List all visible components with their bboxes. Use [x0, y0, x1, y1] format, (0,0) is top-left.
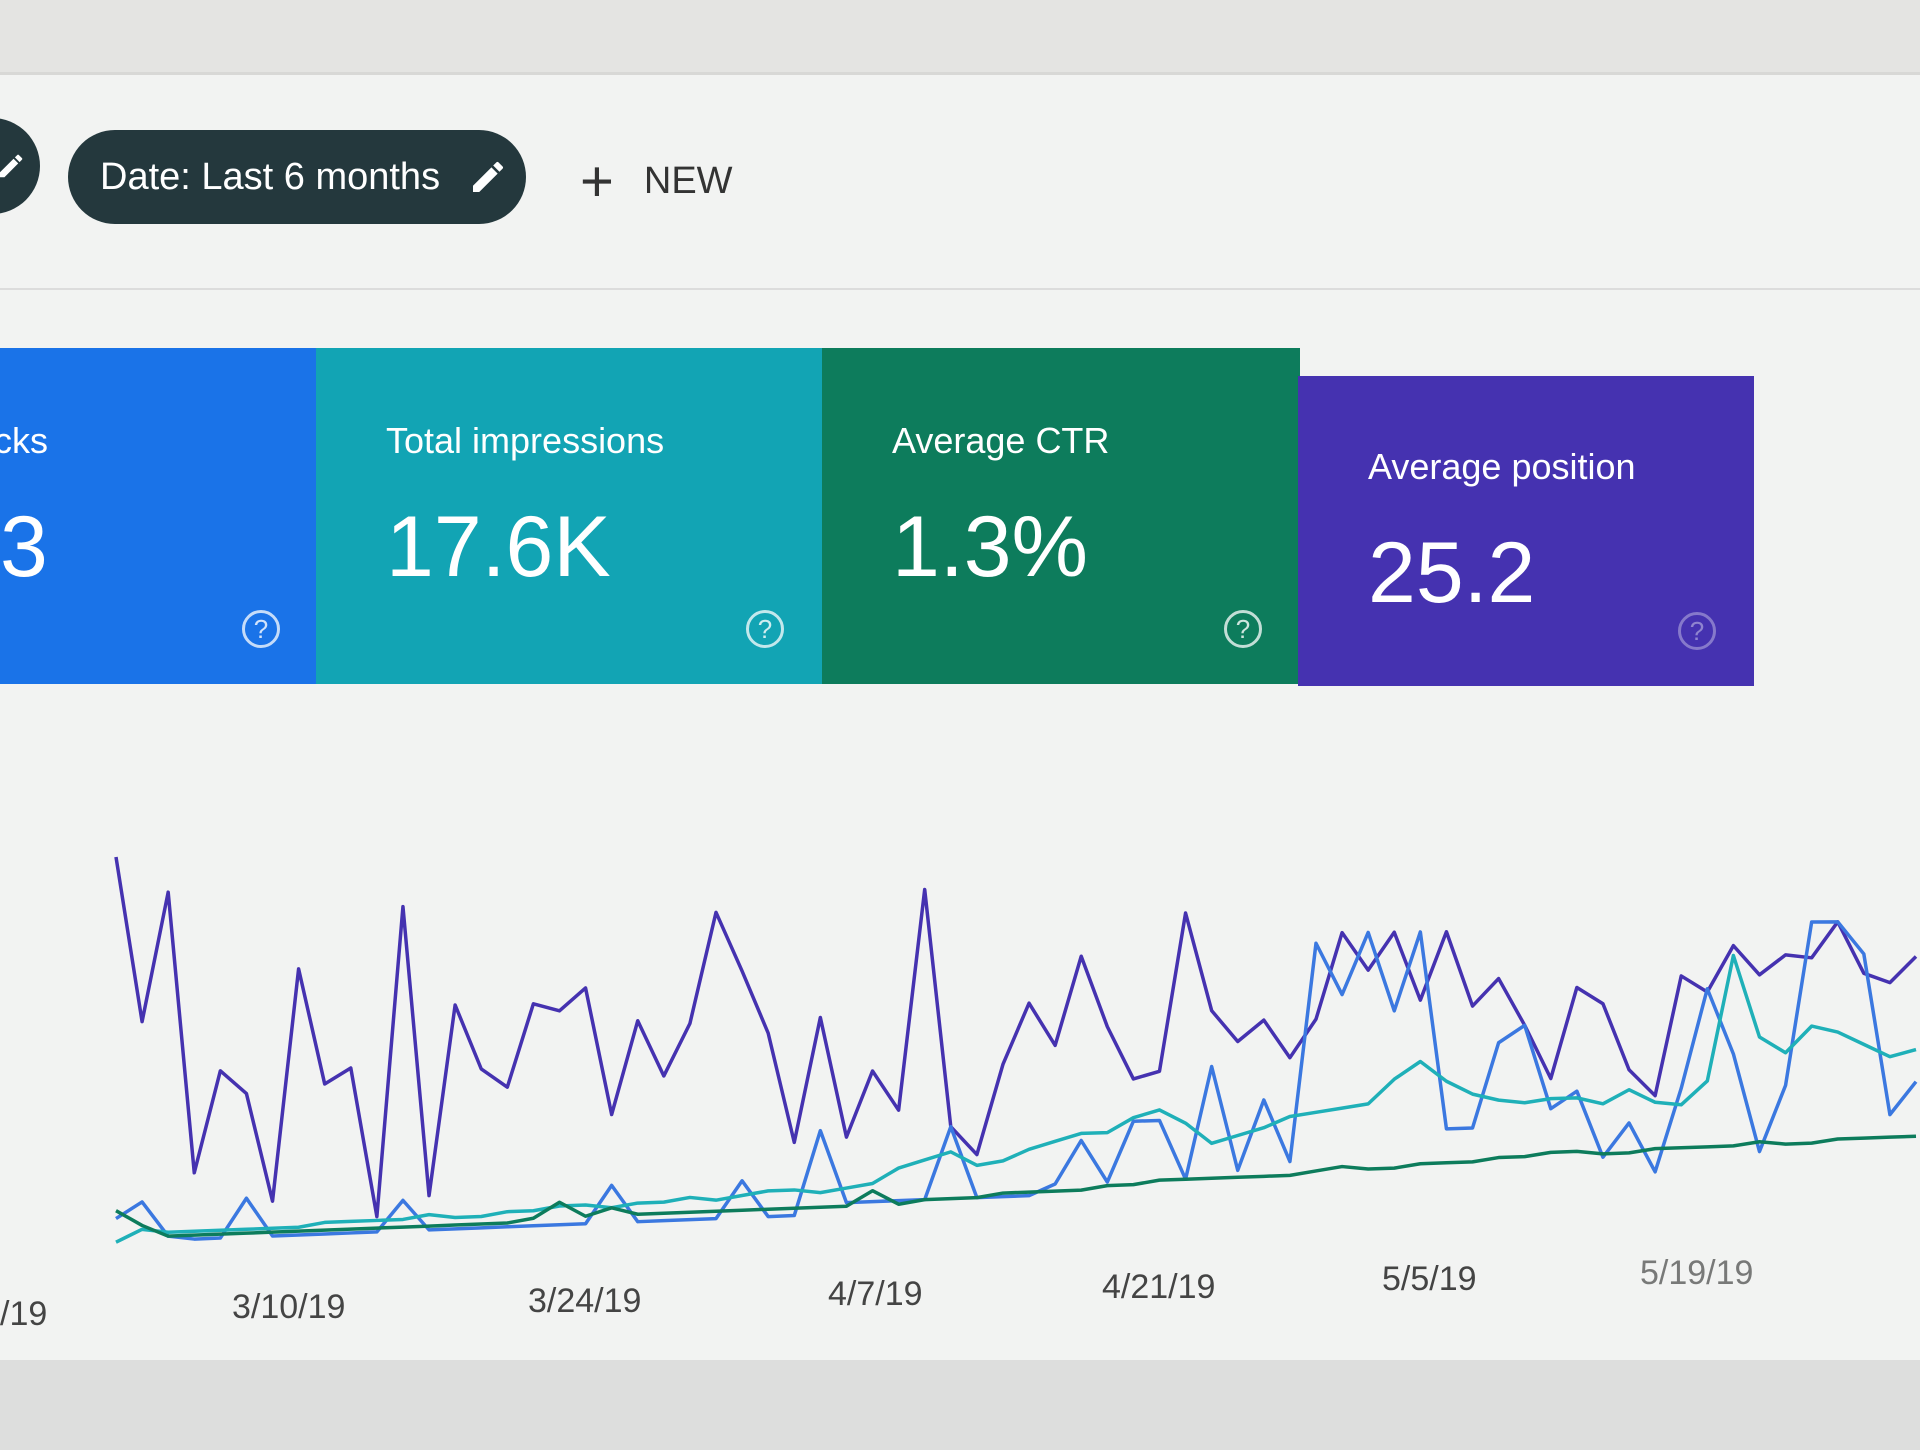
x-tick-label: 5/19/19	[1640, 1254, 1753, 1292]
divider	[0, 288, 1920, 290]
x-tick-label: 4/7/19	[828, 1275, 923, 1313]
help-icon[interactable]: ?	[242, 610, 280, 648]
metric-value: 25.2	[1368, 525, 1536, 621]
metric-card-impressions[interactable]: Total impressions 17.6K ?	[316, 348, 822, 684]
x-tick-label: 3/24/19	[528, 1282, 641, 1320]
help-icon[interactable]: ?	[1678, 612, 1716, 650]
series-line-2	[115, 953, 1917, 1244]
plus-icon: +	[580, 148, 614, 214]
metric-label: cks	[0, 420, 48, 461]
metric-label: Average position	[1368, 446, 1636, 487]
pencil-icon[interactable]	[468, 157, 508, 197]
metric-card-position[interactable]: Average position 25.2 ?	[1298, 376, 1754, 686]
pencil-icon	[0, 154, 23, 178]
series-line-3	[115, 1134, 1917, 1238]
help-icon[interactable]: ?	[1224, 610, 1262, 648]
x-tick-label: /19	[0, 1295, 47, 1333]
metric-card-ctr[interactable]: Average CTR 1.3% ?	[822, 348, 1300, 684]
series-line-0	[114, 856, 1918, 1219]
metric-value: 3	[0, 499, 48, 595]
monitor-bezel-bottom	[0, 1360, 1920, 1450]
performance-chart: /19 3/10/19 3/24/19 4/7/19 4/21/19 5/5/1…	[0, 856, 1918, 1333]
metric-value: 17.6K	[386, 499, 611, 595]
metric-label: Total impressions	[386, 420, 665, 461]
x-tick-label: 5/5/19	[1382, 1260, 1477, 1298]
new-filter-button[interactable]: + NEW	[580, 148, 733, 214]
new-label: NEW	[643, 160, 733, 202]
series-line-1	[115, 920, 1918, 1241]
x-tick-label: 3/10/19	[232, 1288, 345, 1326]
x-tick-label: 4/21/19	[1102, 1268, 1215, 1306]
metric-label: Average CTR	[892, 420, 1110, 461]
date-filter-label: Date: Last 6 months	[100, 155, 441, 198]
metric-card-clicks[interactable]: cks 3 ?	[0, 348, 318, 684]
date-filter-chip[interactable]: Date: Last 6 months	[68, 130, 526, 224]
help-icon[interactable]: ?	[746, 610, 784, 648]
metric-value: 1.3%	[892, 499, 1089, 595]
